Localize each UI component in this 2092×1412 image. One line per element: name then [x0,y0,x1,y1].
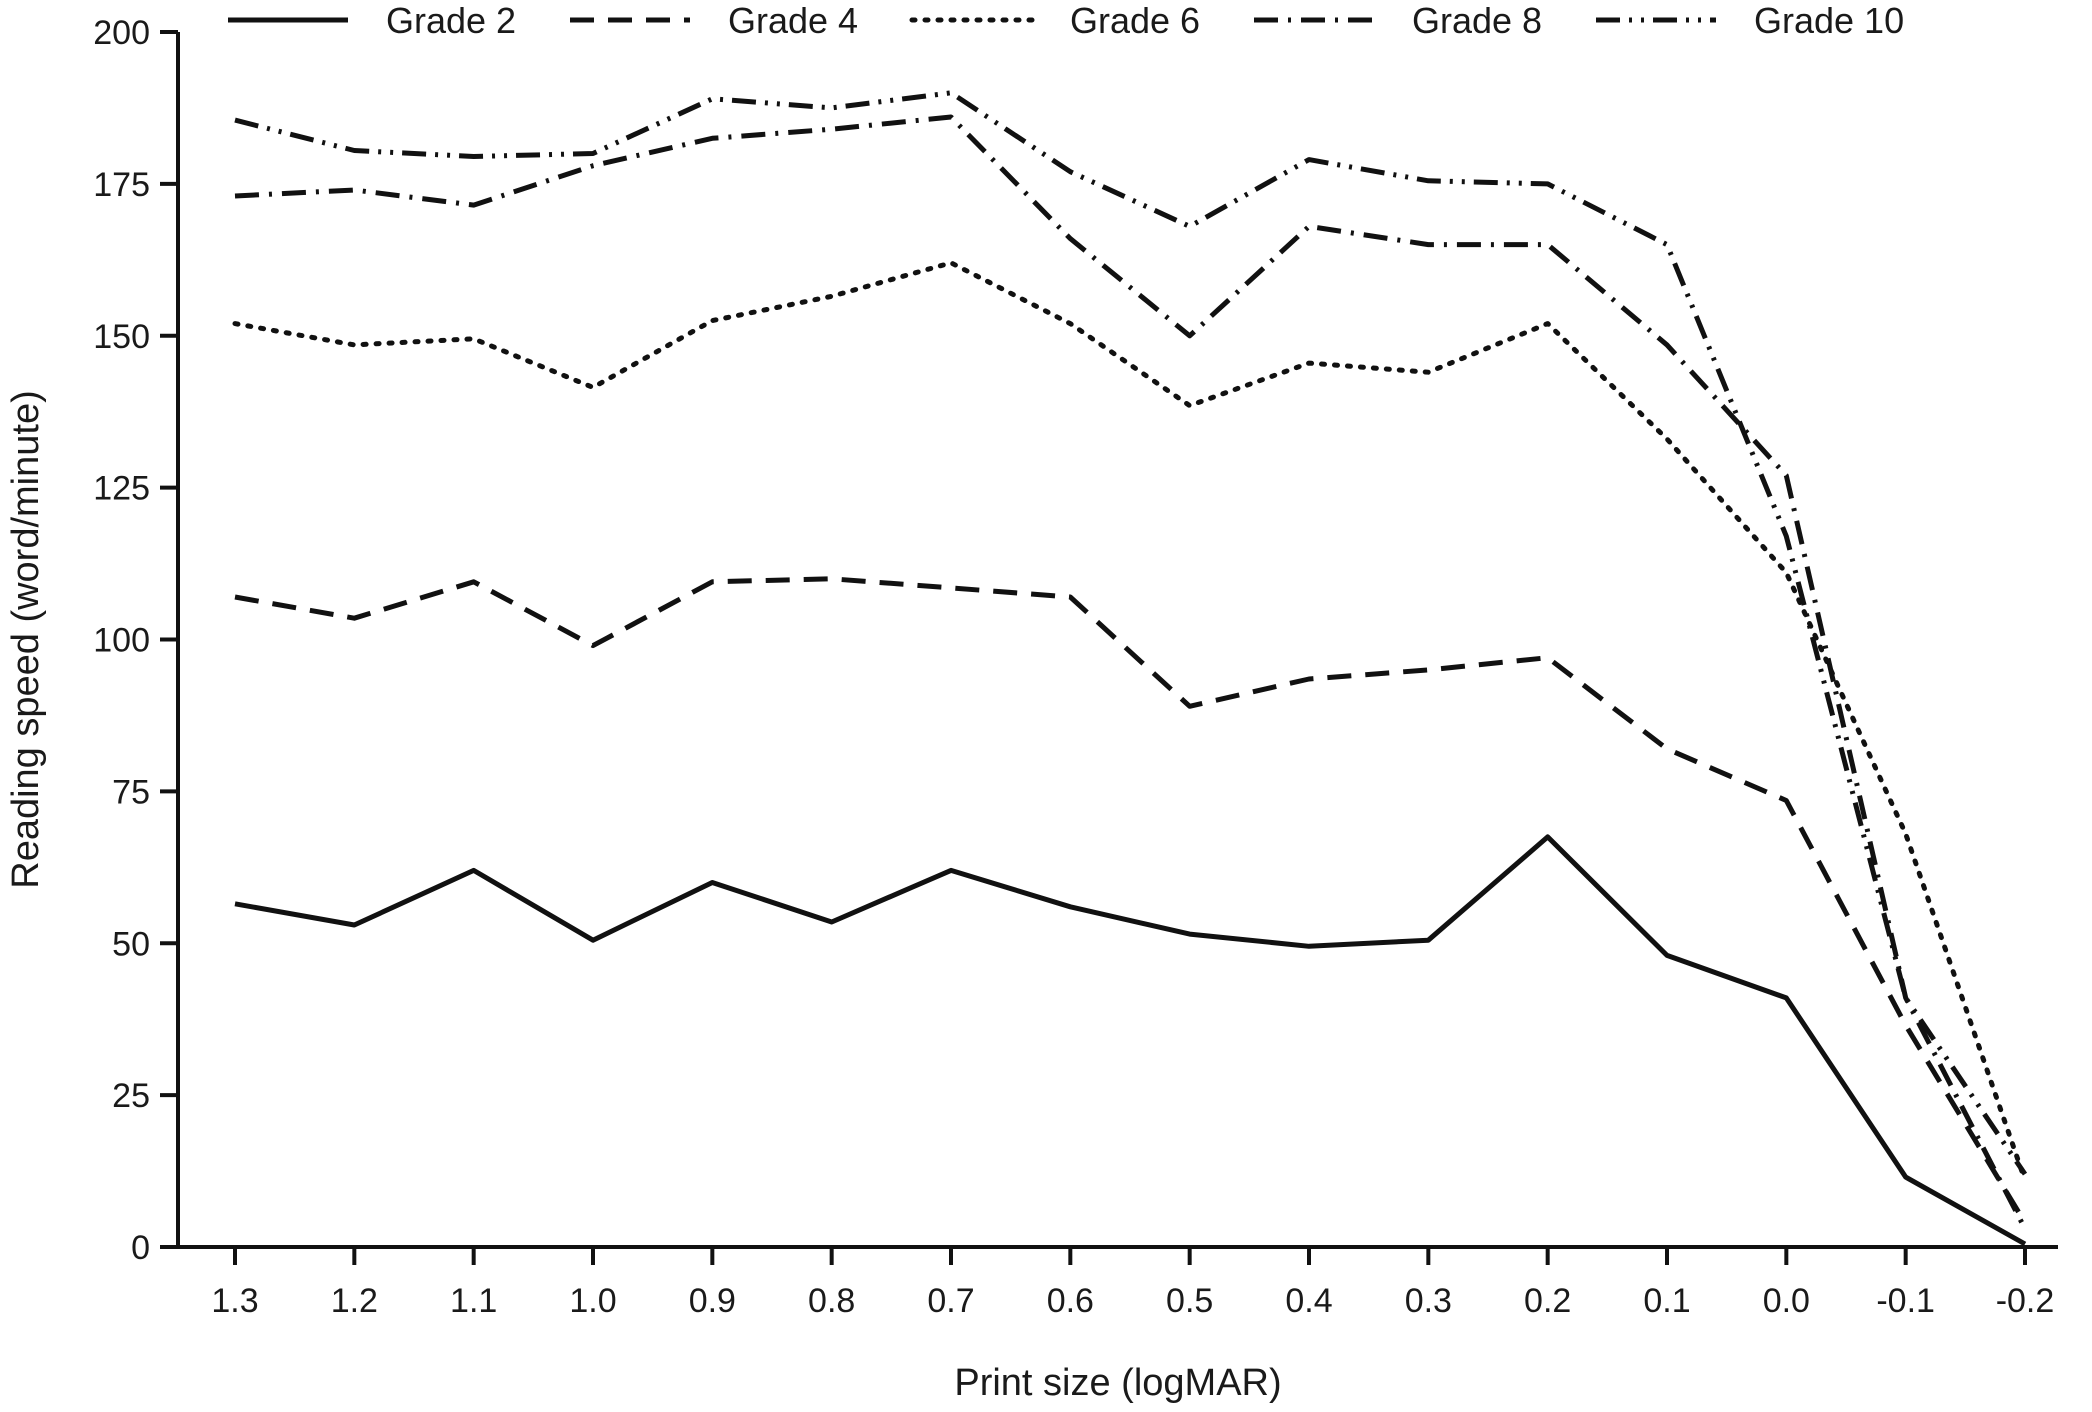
x-tick-label: 0.4 [1285,1282,1332,1320]
y-tick-label: 0 [131,1229,150,1267]
series-layer [232,90,2028,1247]
x-tick-label: 0.6 [1047,1282,1094,1320]
chart-legend: Grade 2 Grade 4 Grade 6 Grade 8 Grade 10 [228,0,1904,41]
x-tick-label: 0.3 [1405,1282,1452,1320]
x-tick-label: -0.1 [1876,1282,1935,1320]
x-tick-label: 0.9 [689,1282,736,1320]
y-tick-label: 125 [93,470,150,508]
y-tick-label: 150 [93,318,150,356]
x-tick-label: 1.0 [569,1282,616,1320]
x-tick-label: 1.3 [211,1282,258,1320]
x-axis-ticks: 1.3 1.2 1.1 1.0 0.9 0.8 0.7 0.6 0.5 0.4 0.3 0.2 0.1 0… [211,1247,2054,1320]
legend-label-grade-6: Grade 6 [1070,0,1200,41]
series-line-grade-4 [234,576,2028,1224]
series-line-grade-10 [234,90,2028,1176]
x-tick-label: -0.2 [1996,1282,2055,1320]
y-axis-title: Reading speed (word/minute) [5,390,47,889]
y-tick-label: 175 [93,166,150,204]
series-line-grade-8 [234,114,2028,1230]
y-tick-label: 75 [112,773,150,811]
x-tick-label: 0.0 [1763,1282,1810,1320]
chart-axes: 0 25 50 75 100 125 150 175 200 1.3 1.2 1.1 1.0 0.9 0.… [93,14,2058,1320]
legend-label-grade-2: Grade 2 [386,0,516,41]
y-tick-label: 200 [93,14,150,52]
y-tick-label: 100 [93,622,150,660]
series-line-grade-6 [232,260,2028,1183]
series-line-grade-2 [234,834,2027,1247]
x-tick-label: 0.2 [1524,1282,1571,1320]
x-tick-label: 1.1 [450,1282,497,1320]
x-axis-title: Print size (logMAR) [954,1362,1281,1404]
x-tick-label: 0.7 [927,1282,974,1320]
legend-label-grade-8: Grade 8 [1412,0,1542,41]
x-tick-label: 0.1 [1643,1282,1690,1320]
y-tick-label: 50 [112,925,150,963]
x-tick-label: 0.8 [808,1282,855,1320]
x-tick-label: 1.2 [331,1282,378,1320]
y-tick-label: 25 [112,1077,150,1115]
y-axis-ticks: 0 25 50 75 100 125 150 175 200 [93,14,178,1267]
legend-label-grade-4: Grade 4 [728,0,858,41]
x-tick-label: 0.5 [1166,1282,1213,1320]
legend-label-grade-10: Grade 10 [1754,0,1904,41]
